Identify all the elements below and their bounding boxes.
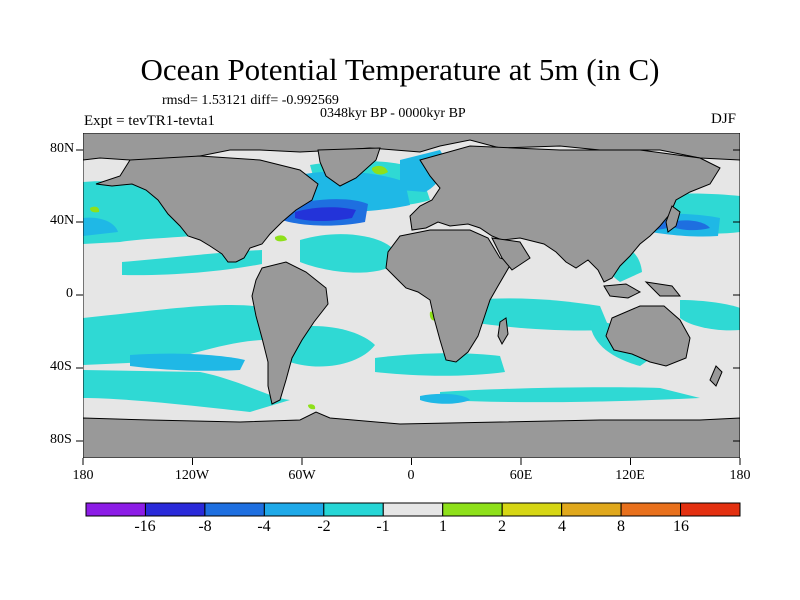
colorbar-swatch <box>680 502 741 517</box>
lat-label-0: 0 <box>66 286 73 301</box>
north-america <box>95 155 319 263</box>
lon-label-120e: 120E <box>615 468 645 483</box>
colorbar-swatch <box>323 502 384 517</box>
experiment-label: Expt = tevTR1-tevta1 <box>84 113 215 129</box>
lat-label-40s: 40S <box>50 359 72 374</box>
lon-label-120w: 120W <box>174 468 210 483</box>
south-america <box>251 261 329 405</box>
africa <box>385 229 513 363</box>
lon-label-180w: 180 <box>72 468 94 483</box>
colorbar-label: 8 <box>617 518 625 535</box>
eurasia <box>409 145 721 283</box>
colorbar-label: -8 <box>198 518 212 535</box>
new-zealand <box>709 365 723 387</box>
colorbar-label: -1 <box>376 518 390 535</box>
colorbar-label: -2 <box>317 518 331 535</box>
colorbar <box>85 502 741 517</box>
period-text: 0348kyr BP - 0000kyr BP <box>320 106 466 121</box>
colorbar-swatch <box>620 502 682 517</box>
japan <box>665 205 681 233</box>
axis-ticks <box>76 149 741 465</box>
lon-label-60e: 60E <box>509 468 533 483</box>
colorbar-swatch <box>382 502 444 517</box>
lat-label-40n: 40N <box>50 213 75 228</box>
stats-text: rmsd= 1.53121 diff= -0.992569 <box>162 93 339 108</box>
colorbar-label: 4 <box>558 518 566 535</box>
season-label: DJF <box>711 111 737 127</box>
colorbar-swatch <box>561 502 622 517</box>
australia <box>605 305 691 367</box>
colorbar-label: -16 <box>134 518 156 535</box>
colorbar-swatch <box>442 502 503 517</box>
lon-label-0: 0 <box>407 468 415 483</box>
colorbar-label: -4 <box>257 518 271 535</box>
colorbar-swatch <box>204 502 265 517</box>
arabia <box>491 237 531 271</box>
lon-label-60w: 60W <box>288 468 316 483</box>
colorbar-swatch <box>501 502 563 517</box>
colorbar-swatch <box>144 502 206 517</box>
madagascar <box>497 317 509 346</box>
antarctica <box>83 411 740 458</box>
lon-label-180e: 180 <box>729 468 751 483</box>
colorbar-label: 1 <box>439 518 447 535</box>
indonesia <box>603 283 642 299</box>
lat-label-80n: 80N <box>50 141 75 156</box>
greenland <box>317 147 381 187</box>
colorbar-label: 2 <box>498 518 506 535</box>
lat-label-80s: 80S <box>50 432 72 447</box>
landmasses <box>83 133 740 458</box>
colorbar-label: 16 <box>673 518 689 535</box>
colorbar-swatch <box>85 502 146 517</box>
map-title: Ocean Potential Temperature at 5m (in C) <box>140 52 660 87</box>
map-plot-area <box>83 133 740 458</box>
new-guinea <box>644 281 682 297</box>
colorbar-swatch <box>263 502 325 517</box>
